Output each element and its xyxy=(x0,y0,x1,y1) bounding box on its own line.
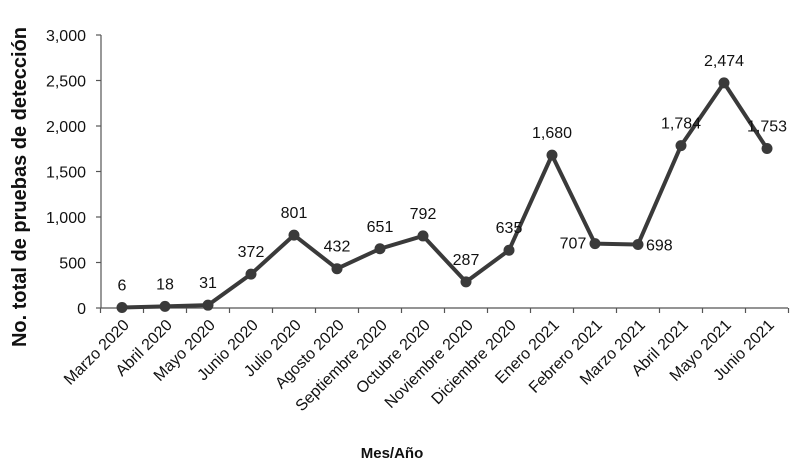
data-label: 698 xyxy=(646,237,673,254)
data-point xyxy=(331,263,343,275)
data-point xyxy=(288,229,300,241)
data-point xyxy=(116,301,128,313)
data-point xyxy=(460,276,472,288)
data-point xyxy=(202,299,214,311)
data-point xyxy=(589,238,601,250)
data-label: 31 xyxy=(199,275,217,292)
data-label: 372 xyxy=(238,244,265,261)
y-axis: 0 500 1,000 1,500 2,000 2,500 3,000 xyxy=(46,28,102,318)
y-tick-label: 3,000 xyxy=(46,28,86,45)
x-tick-label: Octubre 2020 xyxy=(353,317,434,398)
data-label: 6 xyxy=(118,277,127,294)
data-labels: 6 18 31 372 801 432 651 792 287 635 1,680 707 698 1,7… xyxy=(118,53,788,295)
data-point xyxy=(159,300,171,312)
data-label: 651 xyxy=(367,219,394,236)
data-point xyxy=(374,243,386,255)
data-point xyxy=(503,244,515,256)
data-label: 801 xyxy=(281,205,308,222)
data-point xyxy=(675,140,687,152)
data-point xyxy=(417,230,429,242)
data-label: 1,680 xyxy=(532,125,572,142)
y-tick-label: 2,500 xyxy=(46,74,86,91)
data-label: 287 xyxy=(453,252,480,269)
series-line xyxy=(121,80,769,310)
data-label: 707 xyxy=(560,236,587,253)
data-point xyxy=(761,142,773,154)
data-point xyxy=(245,268,257,280)
data-point xyxy=(632,238,644,250)
y-tick-label: 1,000 xyxy=(46,210,86,227)
y-tick-label: 1,500 xyxy=(46,165,86,182)
data-label: 18 xyxy=(156,276,174,293)
data-label: 432 xyxy=(324,239,351,256)
data-label: 2,474 xyxy=(704,53,744,70)
y-axis-title: No. total de pruebas de detección xyxy=(9,27,31,347)
data-label: 1,753 xyxy=(747,118,787,135)
data-point xyxy=(546,149,558,161)
data-label: 792 xyxy=(410,206,437,223)
y-tick-label: 2,000 xyxy=(46,119,86,136)
data-point xyxy=(718,77,730,89)
y-tick-label: 500 xyxy=(59,256,86,273)
y-tick-label: 0 xyxy=(77,301,86,318)
x-axis-title: Mes/Año xyxy=(361,445,424,462)
series xyxy=(116,77,773,313)
data-label: 1,784 xyxy=(661,116,701,133)
data-label: 635 xyxy=(496,220,523,237)
